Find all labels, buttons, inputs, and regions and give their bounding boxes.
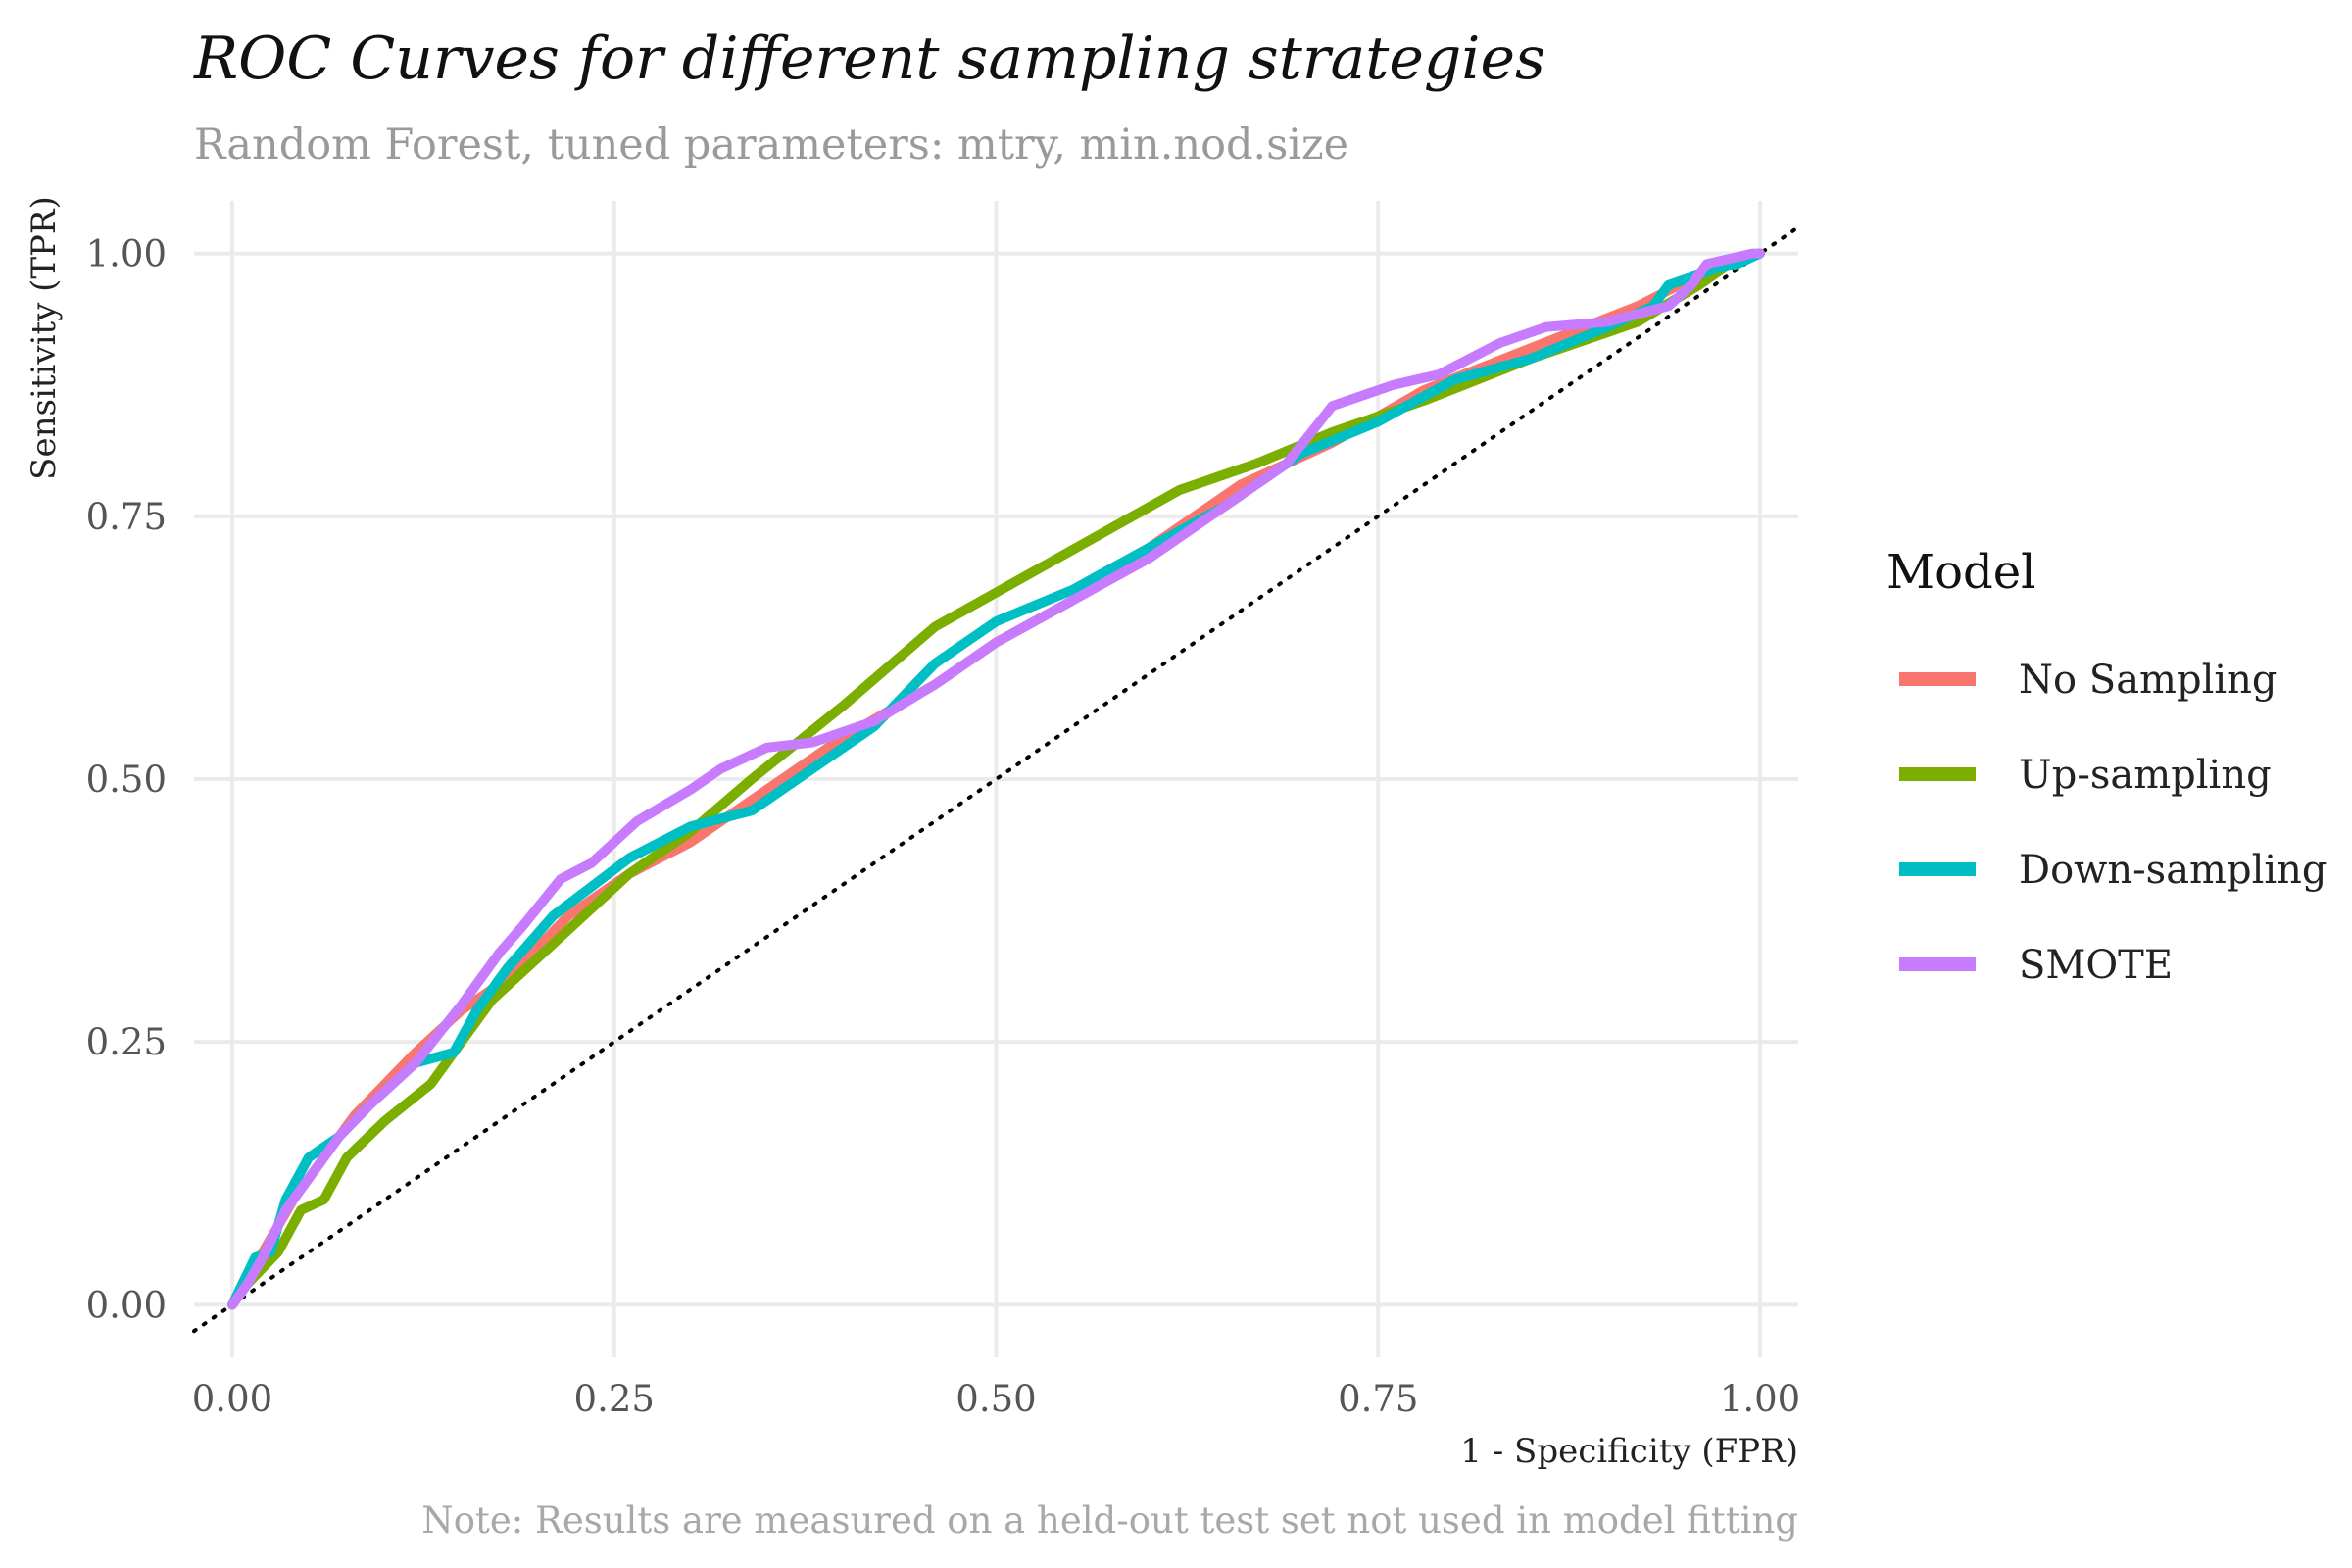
legend-label: SMOTE — [2019, 943, 2173, 988]
legend-items: No Sampling Up-sampling Down-sampling SMOTE — [1899, 658, 2328, 988]
legend-title: Model — [1886, 545, 2036, 600]
diagonal-reference-line — [192, 224, 1800, 1334]
chart-subtitle: Random Forest, tuned parameters: mtry, m… — [194, 121, 1348, 170]
x-axis-title: 1 - Specificity (FPR) — [1460, 1432, 1798, 1471]
x-axis-ticks: 0.00 0.25 0.50 0.75 1.00 — [192, 1378, 1800, 1420]
legend-label: No Sampling — [2019, 658, 2278, 703]
y-tick-label: 1.00 — [86, 233, 167, 275]
series-line-smote — [227, 248, 1765, 1310]
x-tick-label: 0.75 — [1338, 1378, 1418, 1420]
y-tick-label: 0.75 — [86, 496, 167, 538]
x-tick-label: 0.50 — [956, 1378, 1036, 1420]
y-axis-title: Sensitivity (TPR) — [24, 196, 64, 480]
y-axis-ticks: 0.00 0.25 0.50 0.75 1.00 — [86, 233, 167, 1327]
series-lines — [227, 248, 1765, 1310]
x-tick-label: 1.00 — [1720, 1378, 1800, 1420]
x-tick-label: 0.25 — [574, 1378, 655, 1420]
chart-caption: Note: Results are measured on a held-out… — [421, 1499, 1798, 1542]
x-tick-label: 0.00 — [192, 1378, 272, 1420]
legend-label: Down-sampling — [2019, 848, 2328, 893]
legend: Model No Sampling Up-sampling Down-samplin… — [1886, 545, 2328, 988]
legend-label: Up-sampling — [2019, 753, 2272, 798]
y-tick-label: 0.00 — [86, 1284, 167, 1326]
chart-title: ROC Curves for different sampling strate… — [193, 24, 1545, 93]
y-tick-label: 0.50 — [86, 759, 167, 801]
y-tick-label: 0.25 — [86, 1021, 167, 1063]
